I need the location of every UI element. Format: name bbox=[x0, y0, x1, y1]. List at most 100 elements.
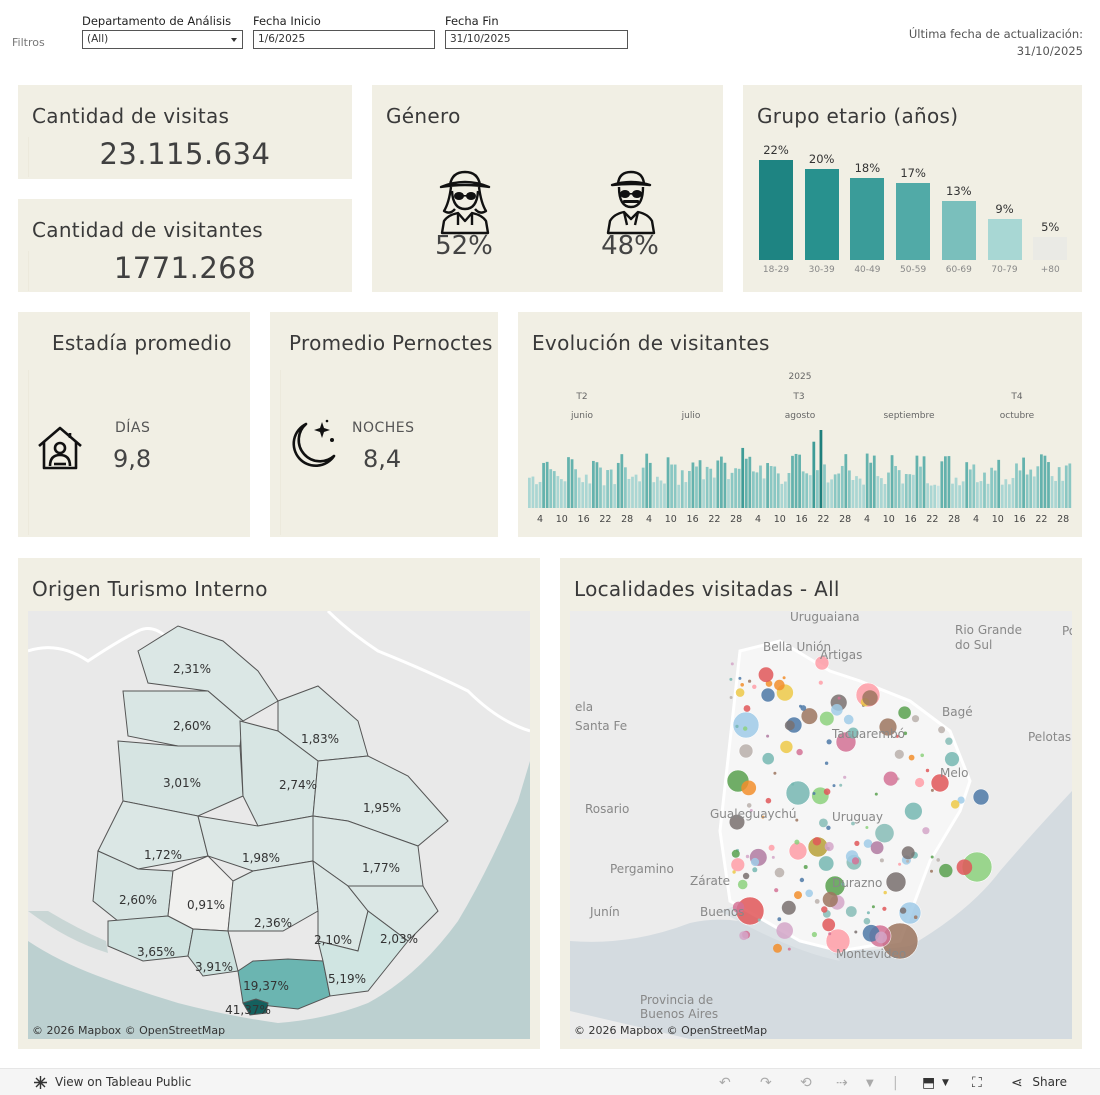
locality-bubble[interactable] bbox=[743, 705, 751, 712]
undo-icon[interactable]: ↶ bbox=[719, 1075, 731, 1091]
daily-visitors-bar[interactable] bbox=[723, 462, 727, 508]
daily-visitors-bar[interactable] bbox=[848, 470, 851, 508]
locality-bubble[interactable] bbox=[930, 773, 950, 793]
locality-bubble[interactable] bbox=[843, 714, 854, 725]
origin-map[interactable]: 2,31% 2,60% 1,83% 3,01% 2,74% 1,95% 1,72% 1,98%… bbox=[28, 611, 530, 1039]
dept-rocha[interactable] bbox=[346, 885, 439, 942]
daily-visitors-bar[interactable] bbox=[688, 470, 691, 508]
daily-visitors-bar[interactable] bbox=[776, 473, 780, 508]
daily-visitors-bar[interactable] bbox=[556, 476, 560, 508]
locality-bubble[interactable] bbox=[748, 679, 752, 683]
daily-visitors-bar[interactable] bbox=[755, 472, 759, 508]
locality-bubble[interactable] bbox=[794, 839, 800, 845]
locality-bubble[interactable] bbox=[854, 930, 858, 934]
fullscreen-icon[interactable]: ⛶ bbox=[972, 1075, 982, 1091]
locality-bubble[interactable] bbox=[922, 827, 930, 835]
locality-bubble[interactable] bbox=[731, 849, 740, 858]
locality-bubble[interactable] bbox=[739, 931, 749, 941]
age-bar[interactable] bbox=[850, 178, 885, 260]
daily-visitors-bar[interactable] bbox=[666, 457, 670, 508]
daily-visitors-bar[interactable] bbox=[702, 479, 705, 508]
daily-visitors-bar[interactable] bbox=[560, 479, 563, 508]
locality-bubble[interactable] bbox=[819, 818, 828, 828]
daily-visitors-bar[interactable] bbox=[933, 484, 937, 508]
daily-visitors-bar[interactable] bbox=[741, 447, 745, 508]
daily-visitors-bar[interactable] bbox=[947, 456, 951, 508]
locality-bubble[interactable] bbox=[885, 871, 907, 893]
daily-visitors-bar[interactable] bbox=[798, 454, 801, 508]
daily-visitors-bar[interactable] bbox=[1032, 476, 1036, 508]
daily-visitors-bar[interactable] bbox=[602, 485, 606, 508]
daily-visitors-bar[interactable] bbox=[1018, 470, 1022, 508]
locality-bubble[interactable] bbox=[906, 859, 910, 863]
daily-visitors-bar[interactable] bbox=[958, 485, 961, 508]
locality-bubble[interactable] bbox=[819, 711, 834, 726]
daily-visitors-bar[interactable] bbox=[983, 472, 986, 508]
daily-visitors-bar[interactable] bbox=[599, 467, 602, 508]
locality-bubble[interactable] bbox=[729, 696, 733, 699]
daily-visitors-bar[interactable] bbox=[1015, 463, 1018, 508]
locality-bubble[interactable] bbox=[780, 740, 793, 754]
daily-visitors-bar[interactable] bbox=[883, 484, 887, 508]
daily-visitors-bar[interactable] bbox=[595, 462, 599, 508]
locality-bubble[interactable] bbox=[750, 857, 760, 867]
locality-bubble[interactable] bbox=[774, 867, 785, 878]
locality-bubble[interactable] bbox=[743, 726, 748, 731]
locality-bubble[interactable] bbox=[781, 900, 796, 915]
daily-visitors-bar[interactable] bbox=[705, 466, 709, 508]
locality-bubble[interactable] bbox=[766, 734, 770, 738]
daily-visitors-bar[interactable] bbox=[641, 467, 645, 508]
locality-bubble[interactable] bbox=[737, 879, 748, 890]
locality-bubble[interactable] bbox=[738, 743, 754, 759]
daily-visitors-bar[interactable] bbox=[912, 474, 915, 508]
locality-bubble[interactable] bbox=[760, 687, 776, 703]
locality-bubble[interactable] bbox=[814, 655, 830, 671]
locality-bubble[interactable] bbox=[915, 777, 925, 788]
daily-visitors-bar[interactable] bbox=[887, 472, 890, 508]
locality-bubble[interactable] bbox=[761, 815, 765, 819]
end-date-filter[interactable]: Fecha Fin 31/10/2025 bbox=[445, 14, 628, 49]
daily-visitors-bar[interactable] bbox=[609, 469, 613, 508]
locality-bubble[interactable] bbox=[874, 792, 878, 796]
daily-visitors-bar[interactable] bbox=[990, 467, 993, 508]
locality-bubble[interactable] bbox=[738, 676, 742, 680]
locality-bubble[interactable] bbox=[782, 676, 786, 680]
locality-bubble[interactable] bbox=[799, 877, 805, 883]
daily-visitors-bar[interactable] bbox=[865, 453, 869, 508]
daily-visitors-bar[interactable] bbox=[1050, 476, 1054, 508]
locality-bubble[interactable] bbox=[814, 899, 820, 904]
locality-bubble[interactable] bbox=[950, 800, 960, 809]
locality-bubble[interactable] bbox=[901, 846, 915, 860]
daily-visitors-bar[interactable] bbox=[1057, 467, 1061, 508]
locality-bubble[interactable] bbox=[801, 708, 818, 725]
locality-bubble[interactable] bbox=[735, 688, 745, 697]
locality-bubble[interactable] bbox=[847, 727, 859, 739]
daily-visitors-bar[interactable] bbox=[890, 455, 894, 508]
locality-bubble[interactable] bbox=[851, 821, 855, 826]
locality-bubble[interactable] bbox=[771, 855, 775, 859]
locality-bubble[interactable] bbox=[788, 841, 808, 861]
locality-bubble[interactable] bbox=[832, 784, 836, 788]
daily-visitors-bar[interactable] bbox=[901, 483, 905, 508]
locality-bubble[interactable] bbox=[938, 726, 946, 734]
locality-bubble[interactable] bbox=[865, 826, 869, 829]
locality-bubble[interactable] bbox=[732, 711, 760, 739]
locality-bubble[interactable] bbox=[746, 803, 752, 808]
locality-bubble[interactable] bbox=[826, 739, 832, 745]
daily-visitors-bar[interactable] bbox=[677, 484, 681, 508]
locality-bubble[interactable] bbox=[752, 684, 757, 689]
locality-bubble[interactable] bbox=[879, 718, 897, 736]
locality-bubble[interactable] bbox=[863, 917, 871, 925]
daily-visitors-bar[interactable] bbox=[762, 478, 766, 508]
locality-bubble[interactable] bbox=[745, 854, 750, 859]
daily-visitors-bar[interactable] bbox=[897, 470, 901, 508]
locality-bubble[interactable] bbox=[826, 825, 831, 830]
locality-bubble[interactable] bbox=[843, 775, 847, 779]
daily-visitors-bar[interactable] bbox=[574, 469, 577, 508]
daily-visitors-bar[interactable] bbox=[904, 474, 908, 508]
locality-bubble[interactable] bbox=[741, 780, 757, 796]
daily-visitors-bar[interactable] bbox=[759, 465, 762, 508]
daily-visitors-bar[interactable] bbox=[784, 481, 787, 508]
daily-visitors-bar[interactable] bbox=[926, 483, 929, 508]
daily-visitors-bar[interactable] bbox=[965, 462, 969, 508]
